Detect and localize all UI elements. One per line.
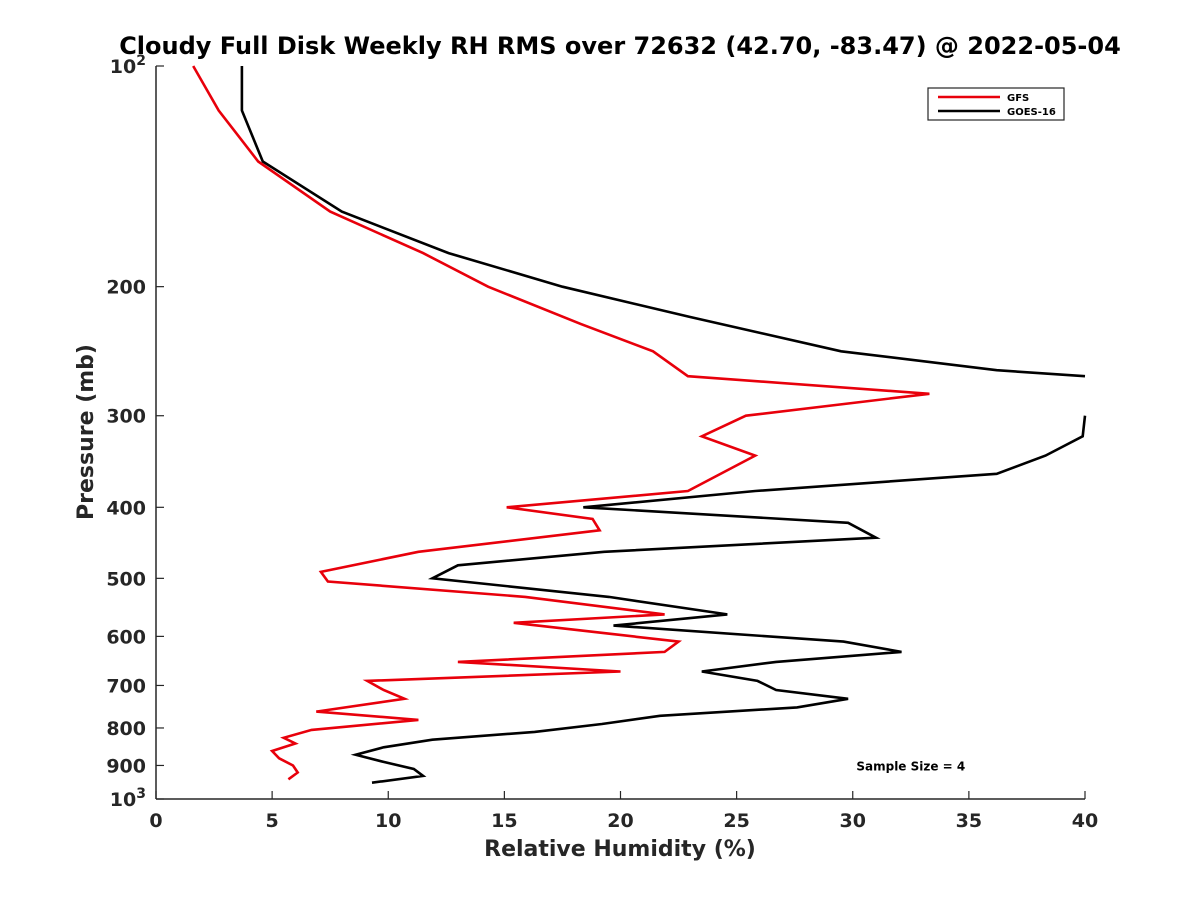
y-tick-label: 400 — [106, 497, 146, 519]
legend-label: GOES-16 — [1007, 107, 1056, 118]
x-axis-label: Relative Humidity (%) — [484, 837, 756, 862]
y-tick-label: 500 — [106, 568, 146, 590]
legend-items: GFS GOES-16 — [938, 93, 1056, 118]
y-tick-label: 300 — [106, 406, 146, 428]
x-tick-label: 15 — [491, 810, 517, 832]
y-tick-label: 200 — [106, 277, 146, 299]
annotations: Sample Size = 4 — [856, 759, 965, 773]
plot-area: 0 5 10 15 20 25 30 35 40 102 200 300 400 500 600 700 80… — [106, 53, 1098, 832]
y-axis-label: Pressure (mb) — [74, 344, 99, 520]
y-tick-label: 102 — [110, 53, 146, 78]
annotation-text: Sample Size = 4 — [856, 759, 965, 773]
y-tick-label: 103 — [110, 786, 146, 811]
x-tick-label: 25 — [723, 810, 749, 832]
series-layer — [192, 65, 1087, 784]
x-tick-label: 5 — [266, 810, 279, 832]
x-tick-label: 35 — [956, 810, 982, 832]
legend: GFS GOES-16 — [927, 87, 1065, 121]
series-line-goes-16 — [240, 66, 1087, 784]
series-line-gfs — [192, 65, 930, 781]
y-tick-label: 900 — [106, 755, 146, 777]
legend-label: GFS — [1007, 93, 1029, 104]
y-tick-label: 800 — [106, 718, 146, 740]
y-tick-label: 700 — [106, 675, 146, 697]
x-axis-ticks: 0 5 10 15 20 25 30 35 40 — [149, 791, 1098, 832]
legend-box — [927, 87, 1065, 121]
x-tick-label: 40 — [1072, 810, 1098, 832]
y-axis-ticks: 102 200 300 400 500 600 700 800 900 103 — [106, 53, 164, 811]
chart-title: Cloudy Full Disk Weekly RH RMS over 7263… — [119, 32, 1121, 60]
x-tick-label: 10 — [375, 810, 401, 832]
x-tick-label: 20 — [607, 810, 633, 832]
x-tick-label: 0 — [149, 810, 162, 832]
x-tick-label: 30 — [840, 810, 866, 832]
y-tick-label: 600 — [106, 626, 146, 648]
